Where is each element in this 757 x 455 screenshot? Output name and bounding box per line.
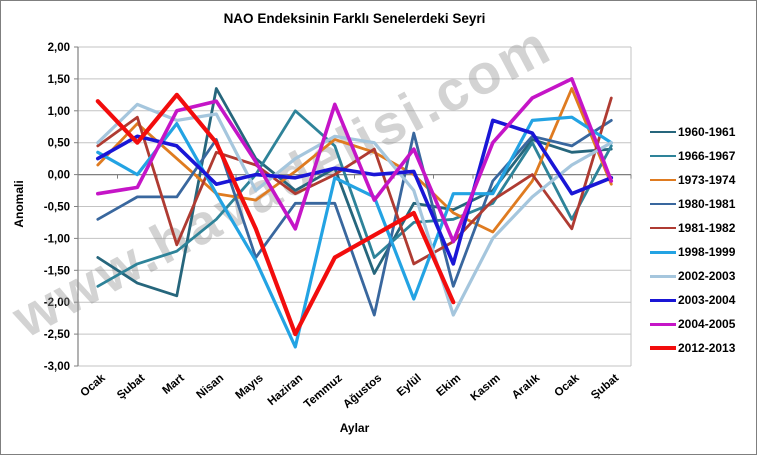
chart-legend: 1960-1961 1966-1967 1973-1974 1980-1981 1981… — [650, 125, 735, 355]
legend-swatch-line — [650, 250, 676, 254]
y-tick-label: -3,00 — [44, 361, 70, 373]
legend-label: 1980-1981 — [678, 197, 736, 211]
legend-item: 2012-2013 — [650, 341, 735, 355]
legend-label: 2012-2013 — [678, 341, 736, 355]
series-line-1966-1967 — [96, 109, 613, 288]
y-tick-label: 2,00 — [48, 42, 70, 54]
y-tick-label: 1,50 — [48, 74, 70, 86]
legend-swatch-line — [650, 298, 676, 302]
legend-swatch-line — [650, 274, 676, 278]
series-line-1981-1982 — [96, 96, 613, 266]
legend-item: 1973-1974 — [650, 173, 735, 187]
legend-swatch-line — [650, 346, 676, 350]
legend-label: 2004-2005 — [678, 317, 736, 331]
legend-label: 1981-1982 — [678, 221, 736, 235]
legend-swatch-line — [650, 227, 676, 229]
series-line-2003-2004 — [96, 118, 614, 266]
y-tick-label: -0,50 — [44, 202, 70, 214]
legend-item: 1998-1999 — [650, 245, 735, 259]
series-line-1980-1981 — [96, 119, 613, 317]
legend-label: 2002-2003 — [678, 269, 736, 283]
legend-swatch-line — [650, 155, 676, 157]
series-line-2012-2013 — [95, 92, 456, 337]
series-line-2004-2005 — [96, 77, 614, 244]
series-line-1973-1974 — [96, 87, 613, 234]
y-tick-label: -2,00 — [44, 297, 70, 309]
legend-label: 2003-2004 — [678, 293, 736, 307]
legend-label: 1960-1961 — [678, 125, 736, 139]
y-tick-label: -1,00 — [44, 233, 70, 245]
series-line-2002-2003 — [96, 102, 613, 317]
legend-item: 2003-2004 — [650, 293, 735, 307]
legend-item: 1981-1982 — [650, 221, 735, 235]
y-tick-label: -1,50 — [44, 265, 70, 277]
legend-item: 1966-1967 — [650, 149, 735, 163]
legend-item: 2004-2005 — [650, 317, 735, 331]
series-line-1960-1961 — [96, 87, 613, 298]
legend-item: 2002-2003 — [650, 269, 735, 283]
legend-label: 1966-1967 — [678, 149, 736, 163]
y-tick-label: 0,50 — [48, 138, 70, 150]
legend-swatch-line — [650, 179, 676, 181]
x-axis-title: Aylar — [339, 421, 370, 435]
legend-swatch-line — [650, 322, 676, 326]
legend-item: 1980-1981 — [650, 197, 735, 211]
legend-label: 1973-1974 — [678, 173, 736, 187]
chart-title: NAO Endeksinin Farklı Senelerdeki Seyri — [223, 11, 486, 26]
legend-item: 1960-1961 — [650, 125, 735, 139]
y-tick-label: -2,50 — [44, 329, 70, 341]
y-tick-label: 1,00 — [48, 106, 70, 118]
legend-swatch-line — [650, 203, 676, 205]
y-tick-label: 0,00 — [48, 170, 70, 182]
legend-label: 1998-1999 — [678, 245, 736, 259]
legend-swatch-line — [650, 131, 676, 133]
